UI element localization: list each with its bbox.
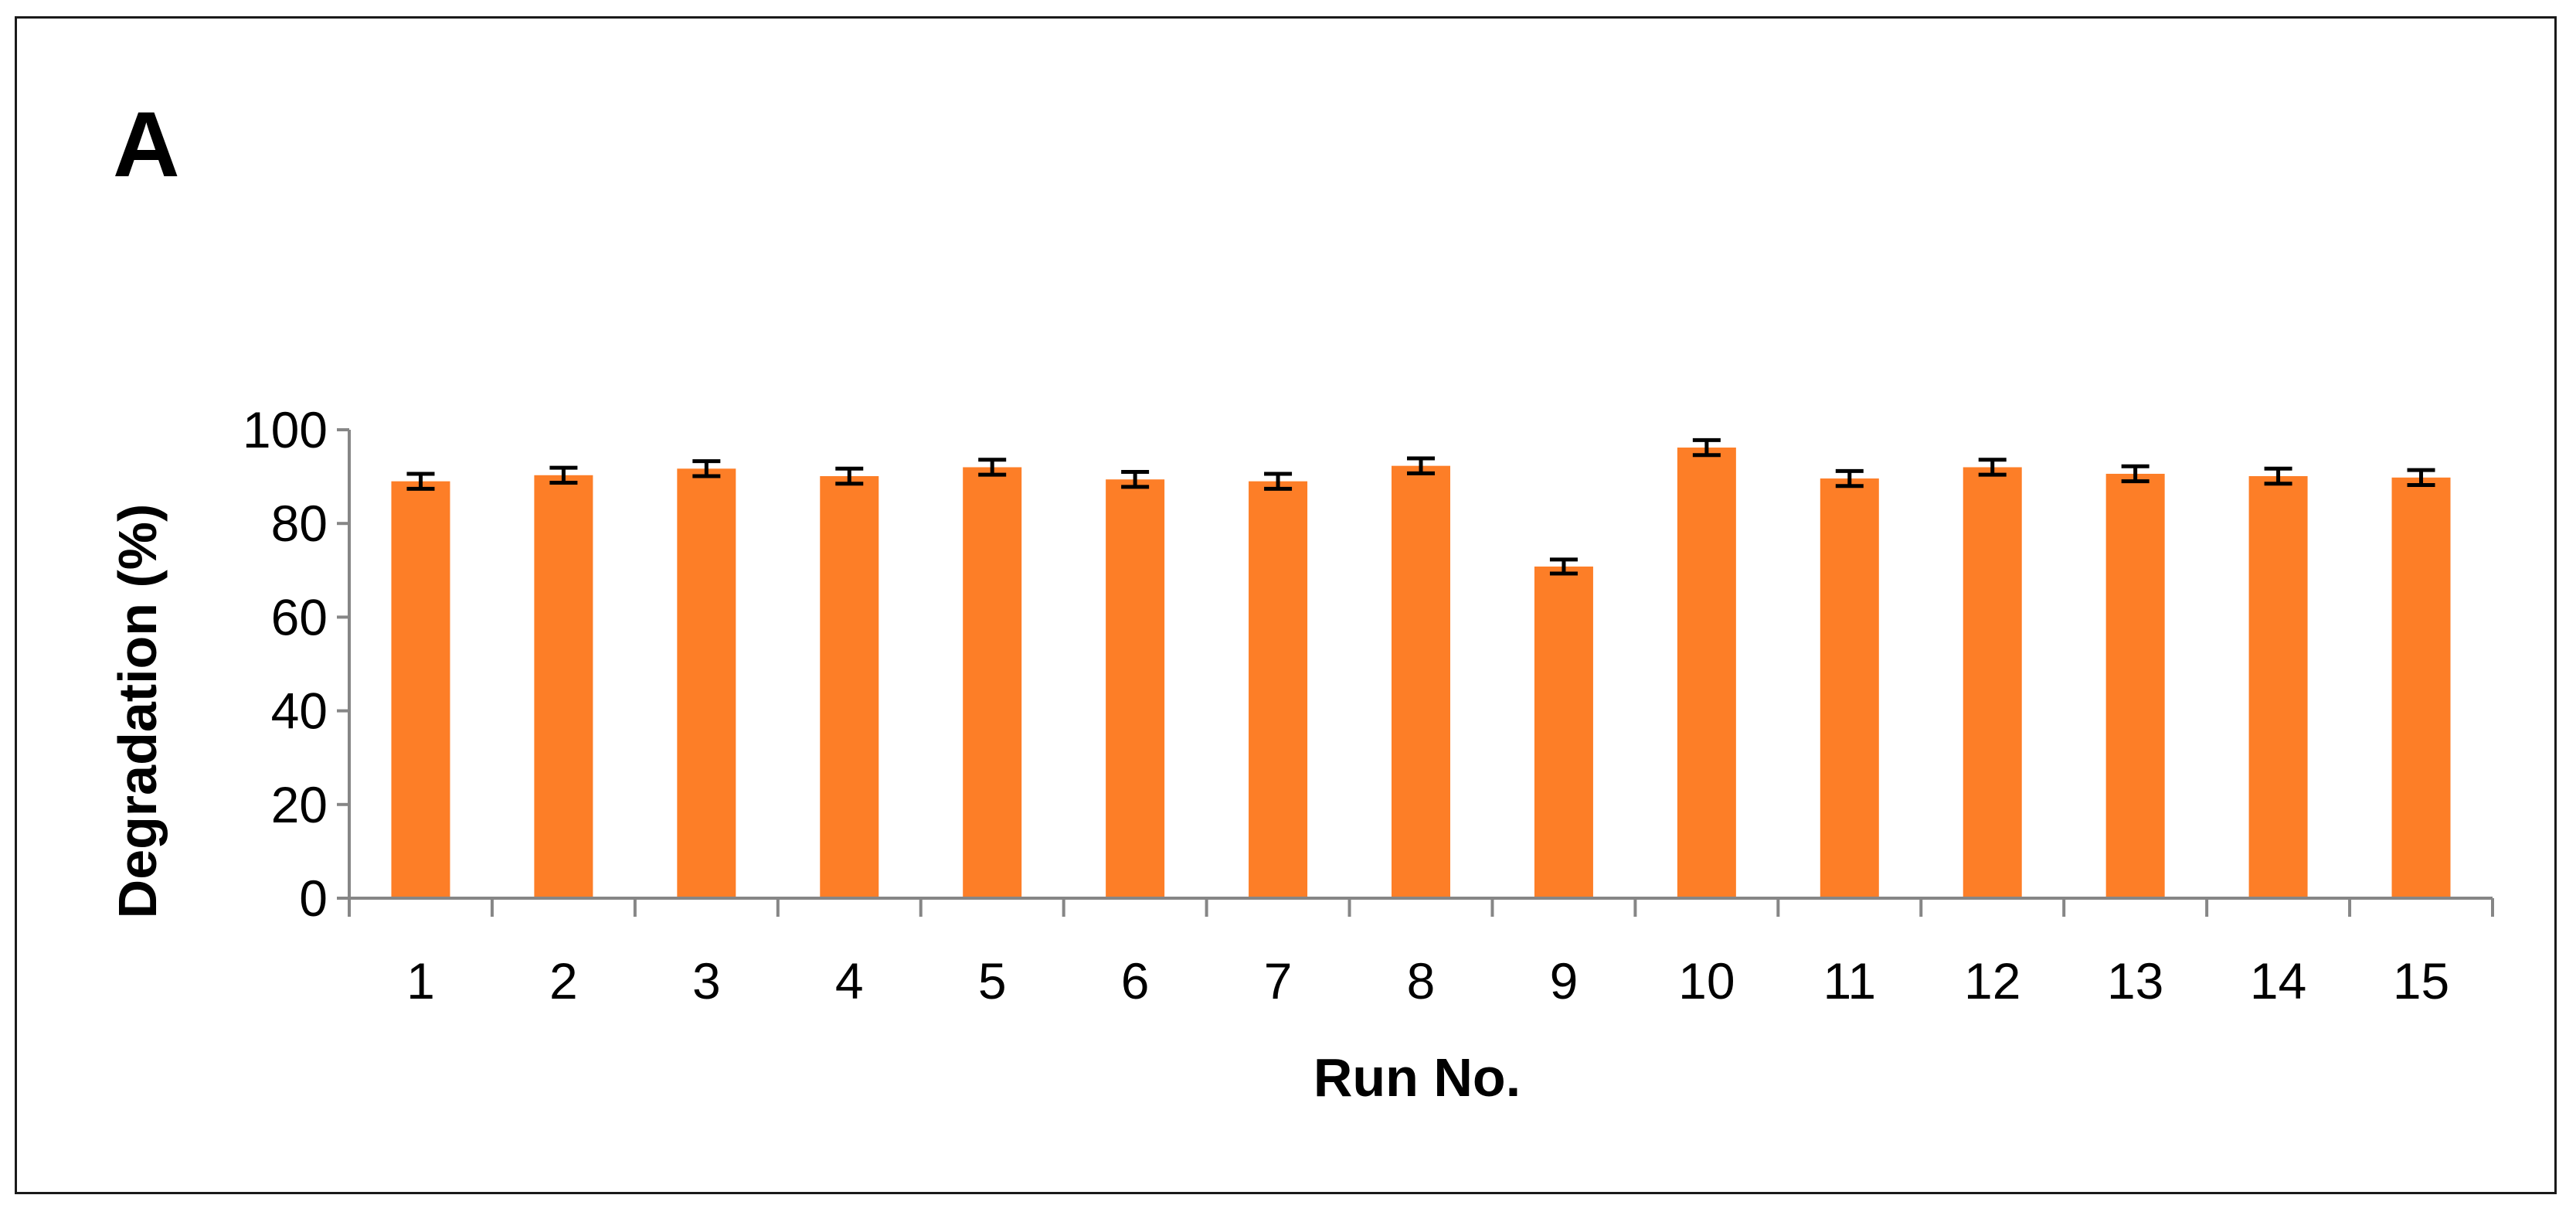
axes-group xyxy=(337,428,2494,917)
bar-run-12 xyxy=(1963,467,2022,898)
x-tick-label: 11 xyxy=(1823,952,1877,1009)
bar-run-9 xyxy=(1534,566,1593,898)
error-bar-run-10 xyxy=(1692,437,1721,458)
x-tick-label: 12 xyxy=(1964,952,2020,1009)
bar-run-8 xyxy=(1392,465,1450,898)
error-bar-run-2 xyxy=(549,465,578,485)
bar-run-14 xyxy=(2248,475,2308,898)
bar-run-2 xyxy=(534,475,593,898)
error-bar-run-1 xyxy=(406,472,435,491)
y-tick-label: 40 xyxy=(271,683,328,740)
bar-run-4 xyxy=(820,475,879,898)
error-bar-run-8 xyxy=(1407,456,1435,475)
y-tick-label: 100 xyxy=(243,401,328,458)
error-bar-run-12 xyxy=(1978,458,2007,477)
x-tick-label: 14 xyxy=(2250,952,2306,1009)
error-bar-run-14 xyxy=(2264,466,2292,486)
bar-run-1 xyxy=(391,481,450,898)
bar-run-11 xyxy=(1820,478,1879,898)
x-tick-label: 6 xyxy=(1121,952,1150,1009)
y-tick-label: 0 xyxy=(299,870,328,927)
y-tick-label: 80 xyxy=(271,495,328,552)
y-tick-label: 20 xyxy=(271,776,328,833)
error-bar-run-9 xyxy=(1549,557,1578,576)
error-bar-run-11 xyxy=(1835,468,1864,489)
error-bar-run-13 xyxy=(2121,464,2149,484)
bars-group xyxy=(391,448,2451,898)
error-bars-group xyxy=(406,437,2435,576)
x-tick-label: 4 xyxy=(835,952,864,1009)
y-tick-labels: 0 20 40 60 80 100 xyxy=(243,401,328,927)
bar-run-7 xyxy=(1249,481,1308,898)
x-tick-labels: 1 2 3 4 5 6 7 8 9 10 11 12 13 14 15 xyxy=(406,952,2449,1009)
error-bar-run-7 xyxy=(1264,472,1293,491)
bar-run-6 xyxy=(1106,479,1165,898)
x-tick-label: 15 xyxy=(2393,952,2449,1009)
x-tick-label: 2 xyxy=(549,952,578,1009)
bar-run-15 xyxy=(2391,477,2451,898)
x-tick-label: 8 xyxy=(1407,952,1436,1009)
bar-run-10 xyxy=(1677,448,1736,898)
x-tick-label: 10 xyxy=(1678,952,1735,1009)
y-axis-title: Degradation (%) xyxy=(107,504,168,919)
error-bar-run-3 xyxy=(692,459,721,478)
x-tick-label: 3 xyxy=(692,952,721,1009)
error-bar-run-6 xyxy=(1121,470,1150,489)
x-tick-label: 7 xyxy=(1264,952,1293,1009)
x-tick-label: 5 xyxy=(978,952,1007,1009)
error-bar-run-5 xyxy=(978,458,1007,477)
error-bar-run-4 xyxy=(835,466,864,486)
panel-label: A xyxy=(113,93,180,196)
bar-run-5 xyxy=(963,467,1022,898)
x-tick-label: 13 xyxy=(2107,952,2163,1009)
x-tick-label: 9 xyxy=(1550,952,1579,1009)
bar-run-13 xyxy=(2105,473,2165,898)
bar-run-3 xyxy=(677,468,736,898)
x-tick-label: 1 xyxy=(406,952,435,1009)
x-axis-title: Run No. xyxy=(1313,1047,1521,1108)
y-tick-label: 60 xyxy=(271,588,328,645)
error-bar-run-15 xyxy=(2407,468,2435,488)
